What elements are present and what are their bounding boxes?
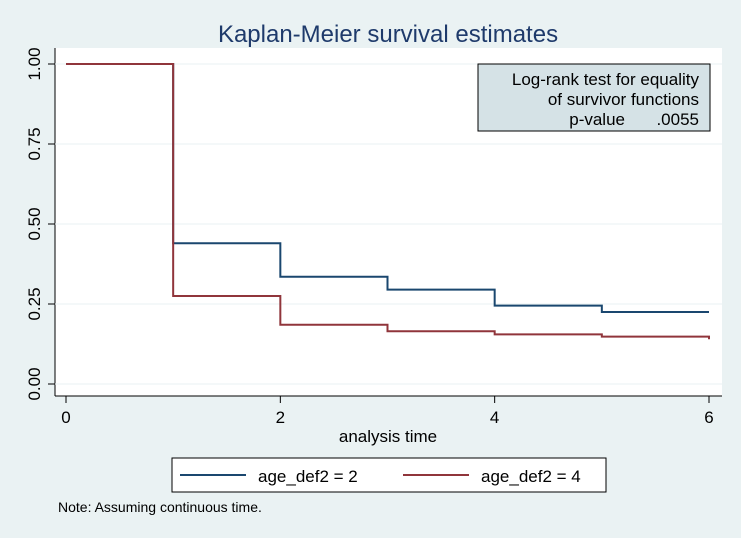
y-tick-label: 0.25 bbox=[25, 287, 44, 320]
x-tick-label: 2 bbox=[276, 408, 285, 427]
y-ticks: 0.00 0.25 0.50 0.75 1.00 bbox=[25, 47, 55, 401]
legend: age_def2 = 2 age_def2 = 4 bbox=[171, 457, 607, 493]
series-line-2 bbox=[66, 63, 710, 340]
annotation-box bbox=[477, 63, 711, 132]
annotation-line-1: Log-rank test for equality bbox=[512, 70, 700, 89]
pvalue-value: .0055 bbox=[656, 110, 699, 129]
x-tick-label: 4 bbox=[490, 408, 499, 427]
legend-label-series-2: age_def2 = 4 bbox=[481, 467, 581, 486]
logrank-annotation: Log-rank test for equality of survivor f… bbox=[477, 63, 711, 132]
series-layer bbox=[66, 63, 710, 340]
x-ticks: 0 2 4 6 bbox=[61, 396, 714, 427]
y-tick-label: 1.00 bbox=[25, 47, 44, 80]
x-tick-label: 0 bbox=[61, 408, 70, 427]
y-tick-label: 0.50 bbox=[25, 207, 44, 240]
x-tick-label: 6 bbox=[704, 408, 713, 427]
y-tick-label: 0.00 bbox=[25, 367, 44, 400]
footnote: Note: Assuming continuous time. bbox=[58, 499, 262, 515]
pvalue-label: p-value bbox=[569, 110, 625, 129]
chart-title: Kaplan-Meier survival estimates bbox=[218, 21, 558, 48]
annotation-line-2: of survivor functions bbox=[548, 90, 699, 109]
x-axis-title: analysis time bbox=[339, 427, 437, 446]
legend-label-series-1: age_def2 = 2 bbox=[258, 467, 358, 486]
y-tick-label: 0.75 bbox=[25, 127, 44, 160]
